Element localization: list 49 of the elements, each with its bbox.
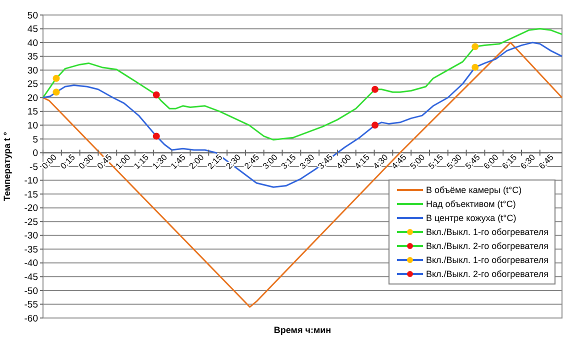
legend-label: Вкл./Выкл. 1-го обогревателя xyxy=(426,255,549,266)
x-tick-label: 6:30 xyxy=(518,152,538,171)
line-series xyxy=(42,42,563,308)
x-tick-label: 6:00 xyxy=(481,152,500,171)
y-tick-label: 40 xyxy=(27,38,38,49)
point xyxy=(152,91,160,98)
y-tick-label: -5 xyxy=(30,162,38,173)
y-tick-label: -35 xyxy=(24,244,38,256)
line-series xyxy=(42,28,563,141)
y-tick-label: 20 xyxy=(27,92,38,104)
y-tick-label: -55 xyxy=(24,300,38,311)
y-tick-label: 50 xyxy=(27,10,38,22)
legend-label: В объёме камеры (t°C) xyxy=(426,185,522,196)
point xyxy=(372,86,379,93)
y-tick-label: 10 xyxy=(27,120,38,132)
y-tick-label: -50 xyxy=(24,286,38,297)
point xyxy=(372,122,379,129)
y-tick-label: 5 xyxy=(32,134,38,146)
point xyxy=(52,74,60,82)
y-tick-label: 15 xyxy=(27,106,38,118)
point xyxy=(52,88,60,96)
y-axis-title: Температура t ° xyxy=(2,132,12,202)
y-tick-label: -40 xyxy=(24,258,38,270)
y-tick-label: -60 xyxy=(24,313,38,324)
x-tick-label: 4:00 xyxy=(334,152,354,171)
point xyxy=(152,132,160,140)
y-tick-label: -25 xyxy=(24,216,38,228)
line-series xyxy=(42,42,563,188)
x-tick-label: 4:30 xyxy=(371,152,390,171)
y-tick-label: -30 xyxy=(24,230,38,242)
y-tick-label: -10 xyxy=(24,176,38,187)
y-tick-label: 30 xyxy=(27,65,38,76)
y-tick-label: 25 xyxy=(27,79,38,90)
x-axis-title: Время ч:мин xyxy=(274,325,332,335)
point xyxy=(472,64,479,71)
legend-label: Вкл./Выкл. 2-го обогревателя xyxy=(426,241,549,252)
y-tick-label: -20 xyxy=(24,203,38,214)
legend-label: Вкл./Выкл. 1-го обогревателя xyxy=(426,227,549,238)
y-tick-label: 0 xyxy=(32,148,38,160)
x-tick-label: 0:30 xyxy=(76,152,96,171)
legend-label: Вкл./Выкл. 2-го обогревателя xyxy=(426,269,549,280)
legend-label: В центре кожуха (t°C) xyxy=(426,213,516,224)
y-tick-label: -45 xyxy=(24,272,38,284)
point xyxy=(472,43,479,50)
y-tick-label: -15 xyxy=(24,189,38,200)
y-tick-label: 45 xyxy=(27,24,38,36)
y-tick-label: 35 xyxy=(27,52,38,63)
legend-label: Над объективом (t°C) xyxy=(426,199,516,210)
x-tick-label: 0:00 xyxy=(40,152,59,171)
